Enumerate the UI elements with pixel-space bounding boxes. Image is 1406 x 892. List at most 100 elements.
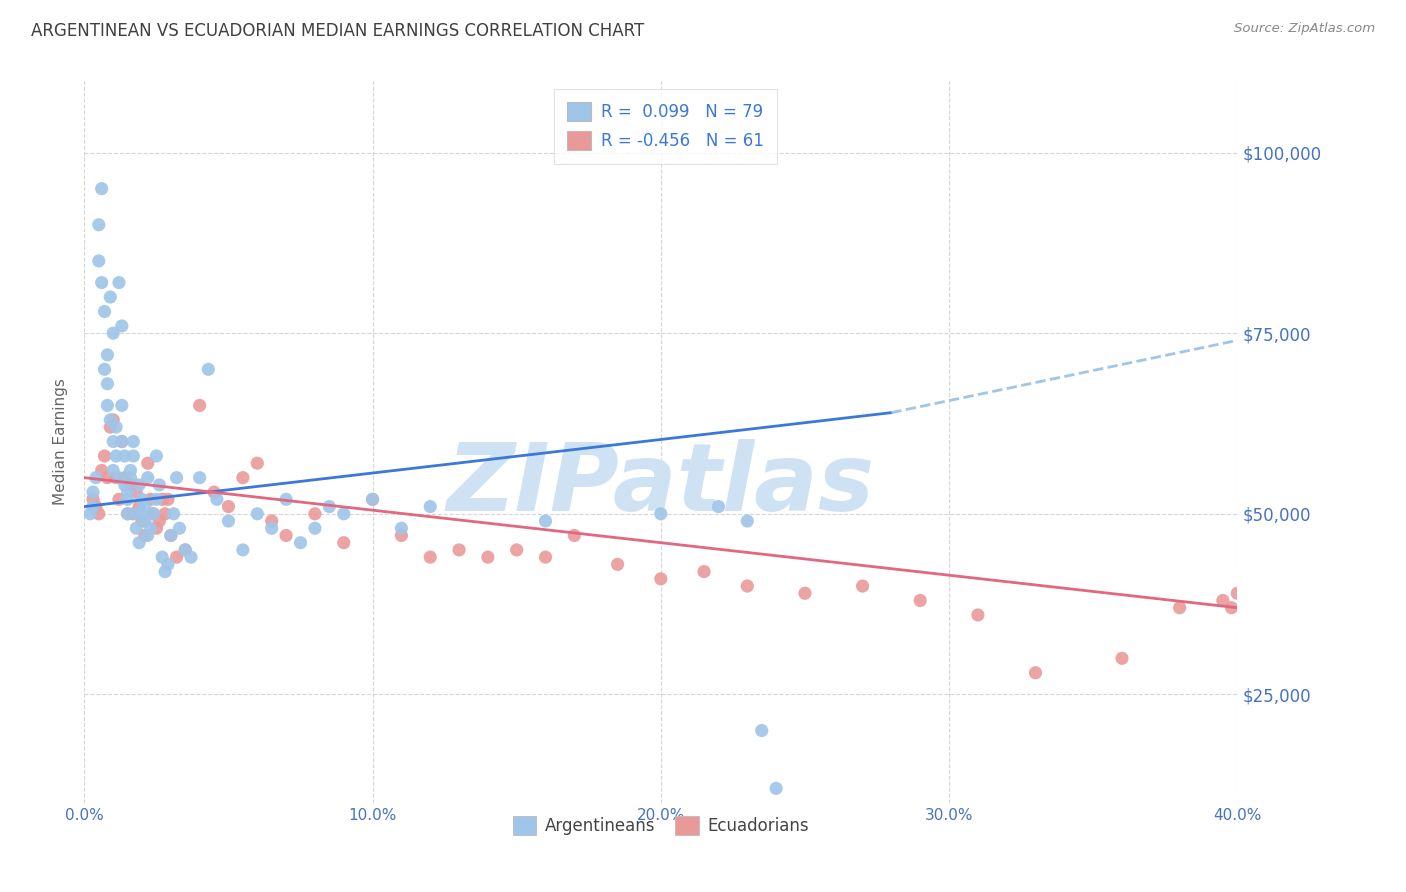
Point <box>128 500 150 514</box>
Point <box>117 507 139 521</box>
Point <box>202 485 225 500</box>
Point <box>142 507 165 521</box>
Point <box>180 550 202 565</box>
Point <box>1168 600 1191 615</box>
Point <box>449 542 471 557</box>
Point <box>136 470 159 484</box>
Legend: Argentineans, Ecuadorians: Argentineans, Ecuadorians <box>503 805 818 845</box>
Point <box>125 507 148 521</box>
Point <box>117 492 139 507</box>
Point <box>98 420 121 434</box>
Point <box>148 514 170 528</box>
Point <box>1220 600 1243 615</box>
Point <box>304 521 326 535</box>
Text: ZIPatlas: ZIPatlas <box>447 439 875 531</box>
Point <box>391 528 413 542</box>
Point <box>111 318 134 333</box>
Point <box>128 478 150 492</box>
Point <box>148 478 170 492</box>
Point <box>260 514 283 528</box>
Point <box>122 449 145 463</box>
Point <box>967 607 990 622</box>
Point <box>276 492 298 507</box>
Point <box>142 507 165 521</box>
Point <box>650 507 672 521</box>
Point <box>87 218 110 232</box>
Point <box>333 507 356 521</box>
Point <box>117 485 139 500</box>
Point <box>96 470 118 484</box>
Point <box>105 470 128 484</box>
Point <box>105 449 128 463</box>
Text: Source: ZipAtlas.com: Source: ZipAtlas.com <box>1234 22 1375 36</box>
Point <box>120 463 142 477</box>
Point <box>96 376 118 391</box>
Point <box>564 528 586 542</box>
Point <box>232 542 254 557</box>
Point <box>1212 593 1234 607</box>
Point <box>160 528 183 542</box>
Point <box>90 181 112 195</box>
Point <box>90 276 112 290</box>
Point <box>232 470 254 484</box>
Point <box>87 253 110 268</box>
Y-axis label: Median Earnings: Median Earnings <box>53 378 69 505</box>
Point <box>650 572 672 586</box>
Point <box>333 535 356 549</box>
Point <box>103 463 124 477</box>
Point <box>136 528 159 542</box>
Point <box>114 449 136 463</box>
Point <box>361 492 384 507</box>
Point <box>153 507 176 521</box>
Point <box>852 579 875 593</box>
Point <box>156 492 179 507</box>
Point <box>174 542 197 557</box>
Point <box>108 492 131 507</box>
Point <box>166 550 188 565</box>
Point <box>90 463 112 477</box>
Point <box>506 542 529 557</box>
Point <box>163 507 186 521</box>
Point <box>134 500 156 514</box>
Point <box>197 362 219 376</box>
Point <box>96 398 118 412</box>
Point <box>419 550 441 565</box>
Point <box>150 492 173 507</box>
Point <box>160 528 183 542</box>
Point <box>205 492 228 507</box>
Point <box>318 500 340 514</box>
Point <box>145 449 167 463</box>
Point <box>108 276 131 290</box>
Point <box>111 434 134 449</box>
Point <box>122 434 145 449</box>
Point <box>93 449 115 463</box>
Point <box>139 492 162 507</box>
Point <box>139 521 162 535</box>
Point <box>120 470 142 484</box>
Point <box>103 326 124 340</box>
Point <box>93 304 115 318</box>
Point <box>737 579 759 593</box>
Point <box>534 514 557 528</box>
Point <box>134 514 156 528</box>
Point <box>156 558 179 572</box>
Point <box>606 558 628 572</box>
Point <box>131 492 153 507</box>
Point <box>128 535 150 549</box>
Point <box>84 500 107 514</box>
Point <box>166 470 188 484</box>
Point <box>1025 665 1047 680</box>
Point <box>260 521 283 535</box>
Point <box>114 478 136 492</box>
Point <box>136 456 159 470</box>
Point <box>108 470 131 484</box>
Point <box>103 434 124 449</box>
Point <box>82 492 104 507</box>
Point <box>145 492 167 507</box>
Point <box>111 398 134 412</box>
Point <box>290 535 312 549</box>
Point <box>304 507 326 521</box>
Point <box>122 507 145 521</box>
Point <box>134 528 156 542</box>
Point <box>707 500 730 514</box>
